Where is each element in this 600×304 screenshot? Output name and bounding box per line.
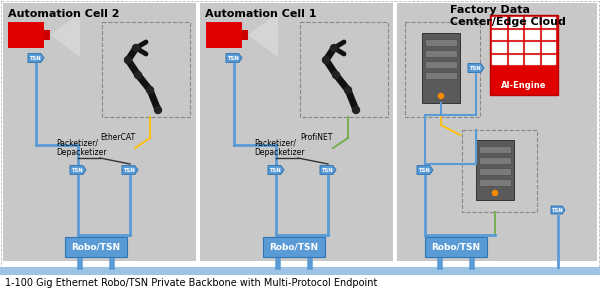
Bar [8, 22, 44, 48]
Bar [405, 22, 480, 117]
Bar [542, 17, 556, 27]
Text: TSN: TSN [469, 65, 481, 71]
Text: Robo/TSN: Robo/TSN [71, 243, 121, 251]
Bar [425, 50, 457, 57]
Polygon shape [50, 13, 80, 57]
Text: Robo/TSN: Robo/TSN [431, 243, 481, 251]
Bar [422, 33, 460, 103]
Bar [492, 17, 506, 27]
Bar [525, 54, 539, 65]
Bar [509, 17, 523, 27]
Text: TSN: TSN [418, 168, 430, 172]
Bar [476, 140, 514, 200]
Bar [44, 30, 50, 40]
Bar [200, 3, 393, 261]
Text: ProfiNET: ProfiNET [301, 133, 333, 142]
Circle shape [331, 44, 337, 51]
Bar [542, 29, 556, 40]
Circle shape [439, 94, 443, 98]
Circle shape [323, 57, 329, 64]
Polygon shape [28, 54, 44, 62]
Polygon shape [468, 64, 484, 72]
Circle shape [155, 106, 161, 113]
Polygon shape [122, 166, 138, 174]
Polygon shape [248, 13, 278, 57]
Bar [492, 42, 506, 53]
Bar [425, 61, 457, 68]
Bar [509, 29, 523, 40]
Text: TSN: TSN [269, 168, 281, 172]
Bar [492, 29, 506, 40]
Text: EtherCAT: EtherCAT [100, 133, 135, 142]
Text: 1-100 Gig Ethernet Robo/TSN Private Backbone with Multi-Protocol Endpoint: 1-100 Gig Ethernet Robo/TSN Private Back… [5, 278, 377, 288]
Text: Automation Cell 2: Automation Cell 2 [8, 9, 119, 19]
Text: TSN: TSN [123, 168, 135, 172]
Bar [525, 17, 539, 27]
Bar [206, 22, 242, 48]
Bar [509, 54, 523, 65]
Polygon shape [417, 166, 433, 174]
Bar [479, 179, 511, 186]
Circle shape [344, 87, 352, 94]
Bar [425, 237, 487, 257]
Bar [479, 157, 511, 164]
Circle shape [332, 71, 340, 78]
Bar [509, 42, 523, 53]
Bar [479, 146, 511, 153]
Text: Packetizer/
Depacketizer: Packetizer/ Depacketizer [254, 138, 305, 157]
Text: Robo/TSN: Robo/TSN [269, 243, 319, 251]
Bar [263, 237, 325, 257]
Text: TSN: TSN [551, 208, 563, 212]
Bar [542, 42, 556, 53]
Text: Automation Cell 1: Automation Cell 1 [205, 9, 317, 19]
Polygon shape [551, 206, 565, 214]
Text: TSN: TSN [227, 56, 239, 60]
Bar [425, 72, 457, 79]
Bar [462, 130, 537, 212]
Polygon shape [320, 166, 336, 174]
Bar [397, 3, 597, 261]
Bar [525, 29, 539, 40]
Bar [425, 39, 457, 46]
Circle shape [125, 57, 131, 64]
Text: TSN: TSN [321, 168, 333, 172]
Polygon shape [226, 54, 242, 62]
Bar [0, 270, 600, 304]
Bar [490, 15, 558, 95]
Bar [525, 42, 539, 53]
Bar [492, 54, 506, 65]
Bar [300, 22, 388, 117]
Bar [102, 22, 190, 117]
Text: Factory Data
Center/Edge Cloud: Factory Data Center/Edge Cloud [450, 5, 566, 27]
Text: TSN: TSN [29, 56, 41, 60]
Polygon shape [70, 166, 86, 174]
Bar [542, 54, 556, 65]
Circle shape [353, 106, 359, 113]
Bar [479, 168, 511, 175]
Bar [0, 267, 600, 275]
Text: AI-Engine: AI-Engine [501, 81, 547, 91]
Bar [3, 3, 196, 261]
Circle shape [134, 71, 142, 78]
Bar [65, 237, 127, 257]
Bar [242, 30, 248, 40]
Circle shape [493, 191, 497, 195]
Circle shape [133, 44, 139, 51]
Circle shape [146, 87, 154, 94]
Polygon shape [268, 166, 284, 174]
Text: Packetizer/
Depacketizer: Packetizer/ Depacketizer [56, 138, 107, 157]
Text: TSN: TSN [71, 168, 83, 172]
